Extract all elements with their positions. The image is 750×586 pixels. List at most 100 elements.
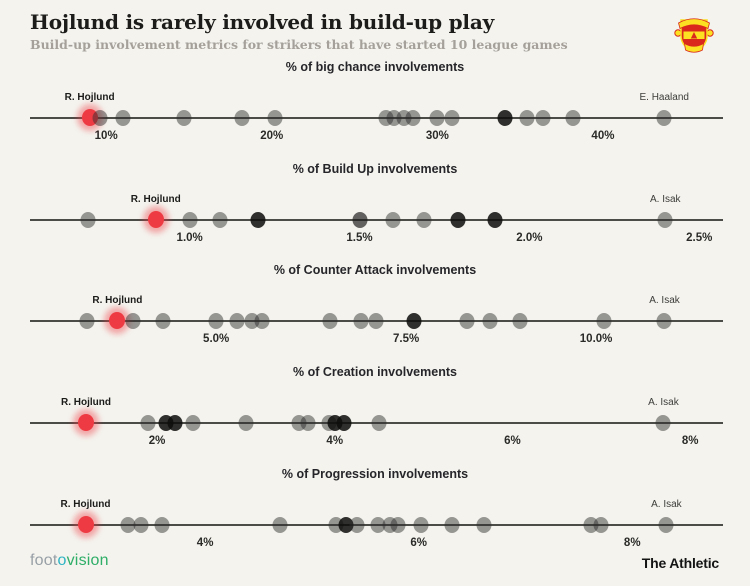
player-dot [336,415,352,431]
footovision-logo-part2: o [57,552,67,569]
plot-area: 10% 20% 30% 40% R. Hojlund E. Haaland [30,58,723,158]
axis-tick-label: 2.0% [516,232,543,244]
player-dot [459,313,475,329]
chart-title: % of Creation involvements [293,365,457,379]
axis-tick-label: 10.0% [579,333,613,345]
axis-tick-label: 5.0% [203,333,230,345]
player-dot [125,313,141,329]
footovision-logo-part1: foot [30,552,58,569]
manchester-united-crest-icon [674,18,714,53]
axis-tick-label: 6% [410,537,427,549]
chart-build-up: % of Build Up involvements 1.0% 1.5% 2.0% 2.… [0,160,750,260]
player-dot [593,517,609,533]
chart-title: % of big chance involvements [285,60,465,74]
axis-tick-label: 1.0% [176,232,203,244]
player-label: A. Isak [651,499,682,510]
player-dot [155,313,171,329]
chart-big-chance: % of big chance involvements 10% 20% 30% 40%… [0,58,750,158]
player-dot [658,517,674,533]
player-dot [390,517,406,533]
footovision-logo-part3: vision [66,552,109,569]
player-dot [272,517,288,533]
player-dot [519,110,535,126]
player-dot [80,212,96,228]
player-dot [370,517,386,533]
player-dot [368,313,384,329]
player-dot [656,110,672,126]
axis-tick-label: 4% [196,537,214,549]
player-dot [79,313,95,329]
highlighted-player-dot [77,516,94,533]
player-dot [229,313,245,329]
player-dot [115,110,131,126]
axis-line [30,320,723,322]
axis-tick-label: 7.5% [393,333,420,345]
highlighted-player-dot [147,211,164,228]
plot-area: 4% 6% 8% R. Hojlund A. Isak [30,465,723,565]
player-dot [154,517,170,533]
player-dot [487,212,503,228]
player-dot [444,517,460,533]
player-dot [596,313,612,329]
footovision-logo: footovision [30,552,109,570]
player-dot [406,313,422,329]
player-dot [416,212,432,228]
axis-tick-label: 40% [591,130,615,142]
player-dot [656,313,672,329]
axis-line [30,524,723,526]
highlighted-player-label: R. Hojlund [130,194,181,205]
player-dot [92,110,108,126]
player-label: A. Isak [649,194,681,205]
player-dot [176,110,192,126]
axis-tick-label: 2% [148,435,166,447]
player-dot [512,313,528,329]
player-dot [396,110,412,126]
player-dot [382,517,398,533]
axis-tick-label: 10% [94,130,118,142]
player-dot [476,517,492,533]
highlighted-player-dot [81,109,98,126]
axis-line [30,219,723,221]
player-dot [238,415,254,431]
axis-tick-label: 8% [623,537,641,549]
axis-tick-label: 4% [326,435,344,447]
player-label: A. Isak [648,397,679,408]
highlighted-player-label: R. Hojlund [60,397,111,408]
player-dot [429,110,445,126]
player-dot [167,415,183,431]
axis-tick-label: 1.5% [346,232,373,244]
player-dot [208,313,224,329]
player-dot [655,415,671,431]
player-dot [185,415,201,431]
highlighted-player-label: R. Hojlund [92,295,143,306]
player-dot [385,212,401,228]
player-dot [352,212,367,228]
axis-line [30,117,723,119]
plot-area: 1.0% 1.5% 2.0% 2.5% R. Hojlund A. Isak [30,160,723,260]
axis-tick-label: 30% [425,130,449,142]
plot-area: 5.0% 7.5% 10.0% R. Hojlund A. Isak [30,261,723,361]
player-dot [254,313,270,329]
page-title: Hojlund is rarely involved in build-up p… [30,10,495,34]
player-dot [565,110,581,126]
chart-title: % of Progression involvements [281,467,469,481]
the-athletic-logo: The Athletic [641,555,719,571]
axis-line [30,422,723,424]
axis-tick-label: 20% [260,130,284,142]
player-dot [140,415,156,431]
player-dot [378,110,394,126]
player-dot [182,212,198,228]
plot-area: 2% 4% 6% 8% R. Hojlund A. Isak [30,363,723,463]
player-dot [300,415,316,431]
player-dot [371,415,387,431]
player-dot [482,313,498,329]
player-dot [386,110,402,126]
highlighted-player-dot [77,414,94,431]
axis-tick-label: 2.5% [686,232,713,244]
chart-counter-attack: % of Counter Attack involvements 5.0% 7.5%… [0,261,750,361]
highlighted-player-dot [109,312,126,329]
highlighted-player-label: R. Hojlund [64,92,115,103]
player-dot [291,415,307,431]
player-dot [133,517,149,533]
